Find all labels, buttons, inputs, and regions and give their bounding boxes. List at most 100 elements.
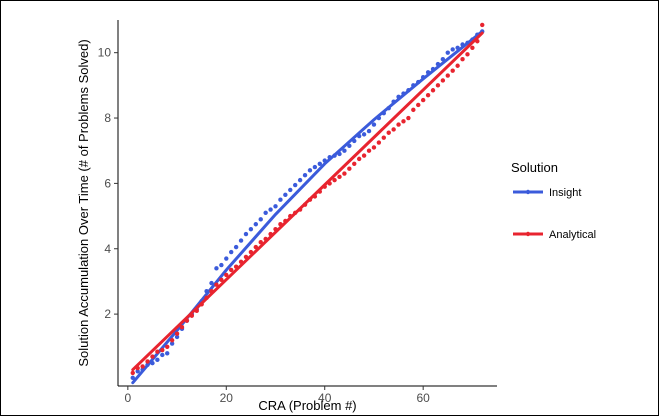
data-point	[243, 231, 249, 237]
x-tick-label: 0	[125, 391, 132, 405]
data-point	[253, 222, 259, 227]
data-point	[174, 334, 180, 340]
data-point	[229, 249, 234, 255]
y-tick-label: 8	[104, 111, 111, 125]
data-point	[366, 128, 372, 134]
data-point	[302, 173, 308, 178]
data-point	[135, 369, 140, 374]
data-point	[312, 164, 318, 170]
data-point	[361, 132, 367, 137]
legend: Solution Insight Analytical	[511, 160, 596, 241]
data-point	[209, 280, 214, 286]
data-point	[435, 83, 441, 88]
y-tick-label: 2	[104, 307, 111, 321]
data-point	[440, 78, 446, 83]
axes: 0 20 40 60 2 4 6 8 10	[98, 20, 497, 405]
data-point	[371, 145, 377, 150]
plot-area	[130, 22, 485, 385]
data-point	[307, 168, 313, 173]
data-point	[371, 122, 377, 127]
data-point	[150, 354, 155, 359]
legend-swatch-point	[525, 231, 531, 237]
data-point	[470, 45, 475, 50]
data-point	[229, 267, 234, 273]
legend-label: Insight	[549, 187, 581, 199]
data-point	[342, 148, 347, 153]
data-point	[460, 57, 465, 62]
data-point	[401, 119, 406, 124]
data-point	[480, 22, 485, 28]
data-point	[155, 357, 160, 363]
data-point	[381, 135, 386, 140]
data-point	[416, 102, 421, 108]
data-point	[238, 238, 244, 243]
data-point	[455, 63, 460, 68]
data-point	[258, 217, 263, 222]
data-point	[420, 97, 426, 103]
data-point	[288, 187, 293, 193]
x-tick-label: 40	[318, 391, 332, 405]
legend-title: Solution	[511, 160, 558, 175]
data-point	[361, 153, 367, 158]
fit-line	[131, 31, 484, 372]
data-point	[219, 262, 224, 268]
data-point	[174, 331, 180, 336]
data-point	[391, 127, 396, 132]
y-axis-title: Solution Accumulation Over Time (# of Pr…	[76, 39, 91, 366]
data-point	[292, 182, 298, 188]
data-point	[263, 210, 268, 216]
data-point	[352, 161, 357, 166]
data-point	[268, 207, 273, 212]
data-point	[283, 192, 288, 198]
legend-item: Insight	[513, 187, 581, 199]
data-point	[224, 272, 229, 278]
x-tick-label: 20	[220, 391, 234, 405]
data-point	[386, 130, 391, 135]
data-point	[214, 282, 219, 287]
data-point	[140, 364, 145, 369]
data-point	[425, 92, 431, 98]
data-point	[278, 197, 283, 202]
data-point	[248, 226, 254, 232]
data-point	[356, 156, 362, 162]
data-point	[160, 352, 165, 358]
x-axis-title: CRA (Problem #)	[258, 398, 356, 413]
data-point	[219, 277, 224, 282]
data-point	[214, 266, 219, 271]
data-point	[337, 174, 342, 180]
data-point	[145, 359, 150, 364]
data-point	[430, 88, 436, 93]
data-point	[445, 73, 450, 78]
legend-item: Analytical	[513, 229, 596, 241]
data-point	[169, 338, 175, 343]
data-point	[169, 341, 175, 346]
data-point	[160, 347, 165, 353]
data-point	[465, 52, 470, 57]
data-point	[366, 148, 372, 153]
data-point	[130, 375, 135, 381]
data-point	[165, 344, 170, 349]
data-point	[396, 122, 401, 127]
series-analytical	[130, 22, 485, 376]
x-tick-label: 60	[416, 391, 430, 405]
data-point	[347, 166, 352, 171]
legend-label: Analytical	[549, 229, 596, 241]
data-point	[332, 177, 337, 183]
data-point	[224, 256, 229, 261]
data-point	[411, 107, 416, 113]
data-point	[406, 115, 411, 121]
data-point	[342, 171, 347, 176]
data-point	[317, 161, 323, 166]
data-point	[130, 370, 135, 376]
data-point	[179, 324, 185, 330]
y-tick-label: 6	[104, 176, 111, 190]
legend-swatch-point	[525, 189, 531, 195]
data-point	[155, 349, 160, 354]
data-point	[445, 50, 450, 55]
data-point	[450, 47, 455, 52]
data-point	[376, 140, 382, 145]
y-tick-label: 4	[104, 242, 111, 256]
data-point	[450, 68, 455, 73]
data-point	[297, 177, 303, 183]
